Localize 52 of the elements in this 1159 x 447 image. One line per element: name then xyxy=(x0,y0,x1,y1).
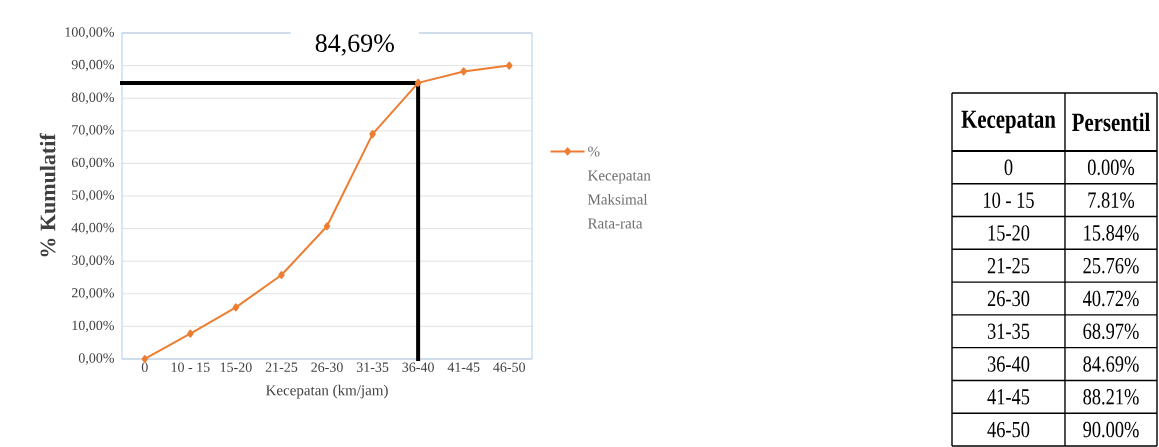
text: 7.81% xyxy=(1088,192,1135,208)
text: 88.21% xyxy=(1083,388,1139,405)
text: 15.84% xyxy=(1084,225,1139,241)
text: 68.97% xyxy=(1083,323,1139,340)
text: 15-20 xyxy=(988,225,1030,241)
text: Kecepatan xyxy=(961,110,1056,134)
text: 26-30 xyxy=(987,290,1030,307)
x-tick-label: 15-20 xyxy=(220,362,252,372)
text: 10 - 15 xyxy=(984,192,1034,208)
y-tick-label: 90,00% xyxy=(71,59,114,72)
point xyxy=(323,222,331,231)
point xyxy=(187,329,194,338)
text: 41-45 xyxy=(987,389,1030,405)
y-axis-title: % Kumulatif xyxy=(39,133,56,257)
x-tick-label: 31-35 xyxy=(356,362,389,372)
text: Persentil xyxy=(1072,112,1150,132)
point xyxy=(460,67,467,76)
text: 40.72% xyxy=(1082,290,1139,307)
point xyxy=(278,271,285,280)
point xyxy=(414,78,422,87)
point xyxy=(369,130,376,139)
y-tick-label: 20,00% xyxy=(71,288,114,300)
text: 25.76% xyxy=(1083,257,1139,274)
text: 0.00% xyxy=(1087,159,1135,176)
y-tick-label: 10,00% xyxy=(72,320,114,333)
x-tick-label: 26-30 xyxy=(311,362,343,372)
point xyxy=(141,354,149,363)
y-tick-label: 40,00% xyxy=(71,222,114,235)
y-tick-label: 80,00% xyxy=(71,92,114,104)
text: 46-50 xyxy=(987,421,1030,438)
text: 21-25 xyxy=(987,257,1030,274)
x-tick-label: 0 xyxy=(141,362,148,372)
text: 90.00% xyxy=(1083,421,1139,438)
x-tick-label: 36-40 xyxy=(402,362,434,372)
x-tick-label: 46-50 xyxy=(493,362,526,372)
x-tick-label: 10 - 15 xyxy=(171,362,210,372)
x-tick-label: 41-45 xyxy=(447,362,480,372)
legend-label: % Kecepatan Maksimal Rata-rata xyxy=(587,146,651,229)
x-axis-title: Kecepatan (km/jam) xyxy=(266,384,388,399)
ref-line-label: 84,69% xyxy=(315,34,394,56)
point xyxy=(232,303,240,312)
y-tick-label: 60,00% xyxy=(71,157,114,170)
text: 84.69% xyxy=(1083,356,1139,372)
y-tick-label: 70,00% xyxy=(72,125,114,137)
text: 31-35 xyxy=(987,323,1030,339)
y-tick-label: 100,00% xyxy=(65,27,114,39)
y-tick-label: 0,00% xyxy=(78,353,114,365)
text: 0 xyxy=(1004,159,1013,176)
x-tick-label: 21-25 xyxy=(265,362,298,372)
y-tick-label: 50,00% xyxy=(72,190,114,202)
y-tick-label: 30,00% xyxy=(72,255,114,267)
point xyxy=(505,61,513,70)
